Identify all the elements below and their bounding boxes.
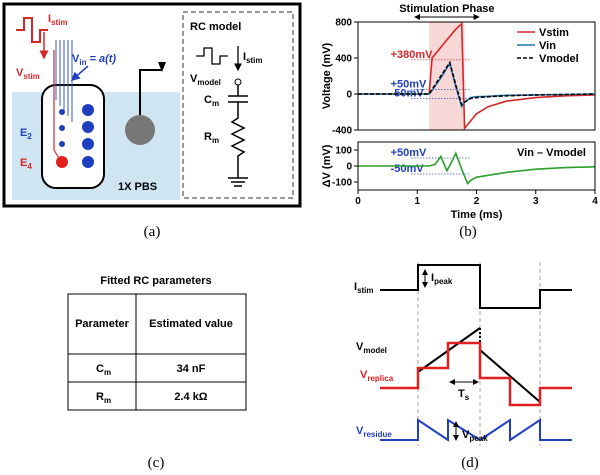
caption: (a) bbox=[144, 224, 161, 240]
table-cell: Cm bbox=[96, 363, 111, 377]
label: Cm bbox=[204, 94, 219, 108]
label: E4 bbox=[20, 157, 32, 171]
stim-wave bbox=[380, 264, 572, 309]
series-line bbox=[358, 60, 596, 107]
table-title: Fitted RC parameters bbox=[100, 275, 211, 287]
ground bbox=[158, 62, 166, 72]
label: Vstim bbox=[16, 67, 40, 81]
annotation: -50mV bbox=[391, 163, 425, 175]
y-tick-label: 0 bbox=[346, 90, 352, 101]
label: Istim bbox=[354, 281, 374, 295]
annotation: +50mV bbox=[391, 79, 427, 91]
x-tick-label: 0 bbox=[355, 196, 361, 207]
legend-label: Vstim bbox=[539, 27, 569, 39]
x-tick-label: 1 bbox=[414, 196, 420, 207]
stim-pulse bbox=[16, 17, 48, 43]
caption: (c) bbox=[148, 455, 165, 471]
table-grid bbox=[68, 294, 246, 410]
replica-wave bbox=[380, 341, 572, 407]
wire bbox=[139, 69, 162, 115]
arrow bbox=[70, 65, 89, 81]
panel-a: Istim Vstim Vin = a(t) E2 E4 1X PBS RC m… bbox=[2, 2, 302, 240]
annotation: +50mV bbox=[391, 147, 427, 159]
label: Vmodel bbox=[190, 73, 221, 87]
residue-wave bbox=[380, 418, 572, 442]
label: 1X PBS bbox=[118, 181, 157, 193]
legend-label: Vin – Vmodel bbox=[517, 147, 586, 159]
series-line bbox=[358, 22, 596, 131]
label: Rm bbox=[204, 131, 219, 145]
label: Vreplica bbox=[360, 369, 394, 383]
y-tick-label: -100 bbox=[332, 178, 352, 189]
y-axis-label: ΔV (mV) bbox=[321, 144, 333, 187]
x-axis-label: Time (ms) bbox=[451, 209, 503, 221]
label: Istim bbox=[48, 13, 68, 27]
circuit bbox=[228, 85, 248, 187]
table-header: Estimated value bbox=[149, 318, 233, 330]
label: RC model bbox=[190, 21, 241, 33]
node bbox=[234, 78, 242, 86]
y-tick-label: 400 bbox=[335, 54, 352, 65]
legend-label: Vin bbox=[539, 40, 556, 52]
label: E2 bbox=[20, 127, 32, 141]
x-tick-label: 2 bbox=[474, 196, 480, 207]
table-cell: 2.4 kΩ bbox=[174, 391, 207, 403]
label: Vmodel bbox=[356, 341, 387, 355]
caption: (d) bbox=[461, 455, 479, 471]
panel-c: Fitted RC parameters Parameter Estimated… bbox=[67, 275, 247, 471]
table-frame bbox=[67, 293, 247, 411]
y-tick-label: 0 bbox=[346, 162, 352, 173]
legend-label: Vmodel bbox=[539, 53, 579, 65]
plot-frame bbox=[357, 141, 596, 191]
traces bbox=[55, 40, 73, 122]
table-header: Parameter bbox=[75, 318, 130, 330]
x-tick-label: 4 bbox=[592, 196, 598, 207]
annotation: +380mV bbox=[391, 49, 434, 61]
caption: (b) bbox=[459, 224, 477, 240]
stim-pulse bbox=[196, 47, 228, 65]
plot-frame bbox=[357, 21, 596, 131]
span-shade bbox=[429, 22, 465, 130]
label: Istim bbox=[243, 51, 263, 65]
table-cell: Rm bbox=[96, 391, 111, 405]
x-tick-label: 3 bbox=[533, 196, 539, 207]
y-tick-label: 100 bbox=[335, 146, 352, 157]
electrodes bbox=[59, 104, 94, 168]
label: Vpeak bbox=[462, 429, 488, 443]
y-tick-label: 800 bbox=[335, 18, 352, 29]
label: Vin = a(t) bbox=[72, 53, 116, 67]
ground-electrode bbox=[125, 115, 155, 145]
label: Vresidue bbox=[356, 425, 392, 439]
probe bbox=[41, 84, 105, 189]
label: Ipeak bbox=[431, 272, 453, 286]
series-line bbox=[358, 151, 596, 186]
label: Ts bbox=[458, 388, 470, 402]
rc-box bbox=[182, 11, 294, 199]
y-tick-label: -400 bbox=[332, 126, 352, 137]
panel-d: Istim Ipeak Vmodel Vreplica Ts Vresidue … bbox=[354, 262, 572, 471]
span-label: Stimulation Phase bbox=[399, 3, 494, 15]
trace bbox=[53, 50, 61, 161]
electrode-e4 bbox=[56, 156, 68, 168]
y-axis-label: Voltage (mV) bbox=[321, 42, 333, 109]
table-cell: 34 nF bbox=[177, 363, 206, 375]
